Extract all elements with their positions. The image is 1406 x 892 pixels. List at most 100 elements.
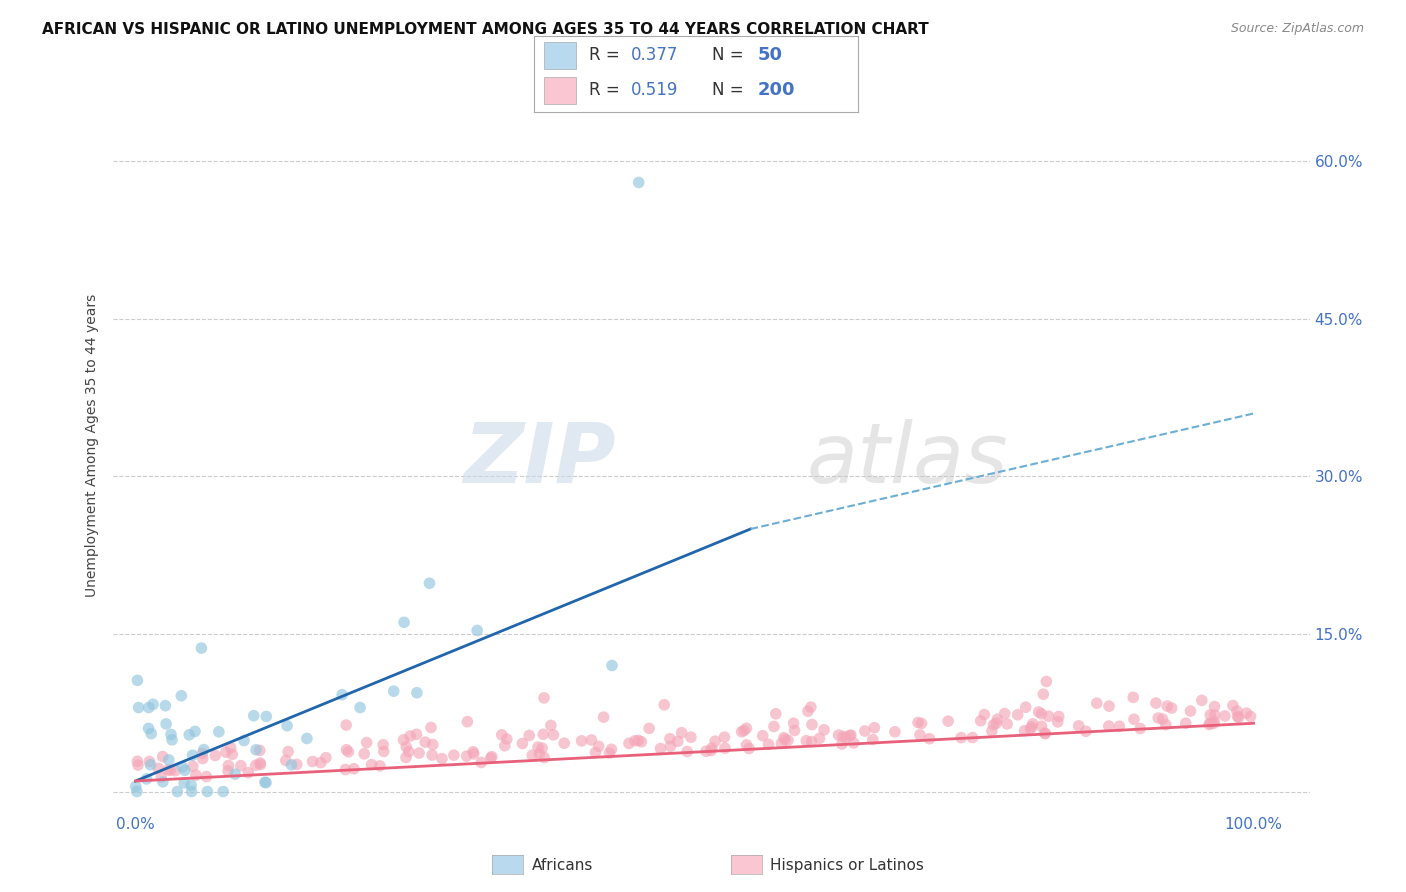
Point bbox=[152, 749, 174, 764]
Point bbox=[598, 746, 620, 760]
Point bbox=[1123, 712, 1146, 726]
Point bbox=[238, 765, 260, 780]
Point bbox=[652, 698, 675, 712]
Point bbox=[770, 736, 793, 750]
Point bbox=[127, 673, 149, 688]
Point bbox=[738, 741, 761, 756]
Point bbox=[571, 734, 593, 748]
Point bbox=[208, 724, 231, 739]
Point bbox=[1204, 708, 1226, 723]
Point bbox=[373, 738, 395, 752]
Point bbox=[253, 775, 276, 789]
Point bbox=[245, 743, 267, 757]
Bar bbox=[544, 42, 576, 69]
Point bbox=[191, 751, 214, 765]
Text: Hispanics or Latinos: Hispanics or Latinos bbox=[770, 858, 924, 872]
Point bbox=[368, 759, 391, 773]
Point bbox=[1147, 711, 1170, 725]
Point bbox=[735, 721, 758, 735]
Point bbox=[481, 749, 503, 764]
Point bbox=[1154, 717, 1177, 731]
Point bbox=[392, 615, 415, 630]
Point bbox=[517, 729, 540, 743]
Point bbox=[950, 731, 973, 745]
Point bbox=[713, 730, 735, 744]
Point bbox=[995, 717, 1018, 731]
Point bbox=[191, 747, 214, 761]
Point bbox=[172, 760, 194, 774]
Point bbox=[794, 733, 817, 747]
Point bbox=[418, 576, 440, 591]
Point bbox=[295, 731, 318, 746]
Point bbox=[1204, 699, 1226, 714]
Point bbox=[671, 725, 693, 739]
Point bbox=[138, 722, 160, 736]
Point bbox=[249, 743, 271, 757]
Point bbox=[254, 775, 277, 789]
Point bbox=[676, 745, 699, 759]
Point bbox=[277, 745, 299, 759]
Point bbox=[1226, 709, 1249, 723]
Point bbox=[392, 733, 415, 747]
Point bbox=[1222, 698, 1244, 713]
Point bbox=[141, 726, 163, 740]
Point bbox=[1202, 716, 1225, 731]
Point bbox=[617, 736, 640, 750]
Point bbox=[994, 706, 1017, 721]
Point bbox=[1015, 700, 1038, 714]
Point bbox=[420, 721, 443, 735]
Point bbox=[588, 739, 610, 754]
Point bbox=[165, 764, 187, 778]
Point bbox=[479, 751, 502, 765]
Point bbox=[184, 724, 207, 739]
Point bbox=[215, 745, 238, 759]
Point bbox=[395, 750, 418, 764]
Point bbox=[765, 706, 787, 721]
Point bbox=[456, 714, 478, 729]
Point bbox=[315, 750, 337, 764]
Text: ZIP: ZIP bbox=[463, 419, 616, 500]
Point bbox=[180, 778, 202, 792]
Point bbox=[193, 742, 215, 756]
Point bbox=[918, 731, 941, 746]
Point bbox=[135, 772, 157, 786]
Point bbox=[1180, 704, 1202, 718]
Point bbox=[1108, 719, 1130, 733]
Point bbox=[195, 770, 218, 784]
Point bbox=[190, 641, 212, 656]
Point bbox=[733, 723, 755, 738]
Text: N =: N = bbox=[713, 46, 749, 64]
Point bbox=[127, 758, 149, 772]
Text: 0.519: 0.519 bbox=[631, 81, 679, 99]
Point bbox=[1031, 706, 1053, 721]
Point bbox=[751, 729, 773, 743]
Point bbox=[148, 761, 170, 775]
Point bbox=[356, 736, 378, 750]
Point bbox=[650, 741, 672, 756]
Point bbox=[413, 735, 436, 749]
Point bbox=[224, 767, 246, 781]
Point bbox=[540, 718, 562, 732]
Point bbox=[1007, 707, 1029, 722]
Text: AFRICAN VS HISPANIC OR LATINO UNEMPLOYMENT AMONG AGES 35 TO 44 YEARS CORRELATION: AFRICAN VS HISPANIC OR LATINO UNEMPLOYME… bbox=[42, 22, 929, 37]
Text: 0.377: 0.377 bbox=[631, 46, 679, 64]
Point bbox=[195, 784, 218, 798]
Point bbox=[180, 784, 202, 798]
Point bbox=[217, 764, 239, 778]
Point bbox=[1204, 714, 1226, 729]
Point bbox=[624, 733, 647, 747]
Point bbox=[285, 757, 308, 772]
Point bbox=[494, 739, 516, 753]
Point bbox=[155, 698, 177, 713]
Point bbox=[735, 738, 758, 752]
Point bbox=[242, 708, 264, 723]
Point bbox=[170, 689, 193, 703]
Point bbox=[1152, 712, 1174, 726]
Point bbox=[936, 714, 959, 728]
Point bbox=[832, 730, 855, 744]
Point bbox=[973, 707, 995, 722]
Point bbox=[783, 723, 806, 738]
Point bbox=[1160, 701, 1182, 715]
Point bbox=[1033, 726, 1056, 740]
Point bbox=[179, 728, 201, 742]
